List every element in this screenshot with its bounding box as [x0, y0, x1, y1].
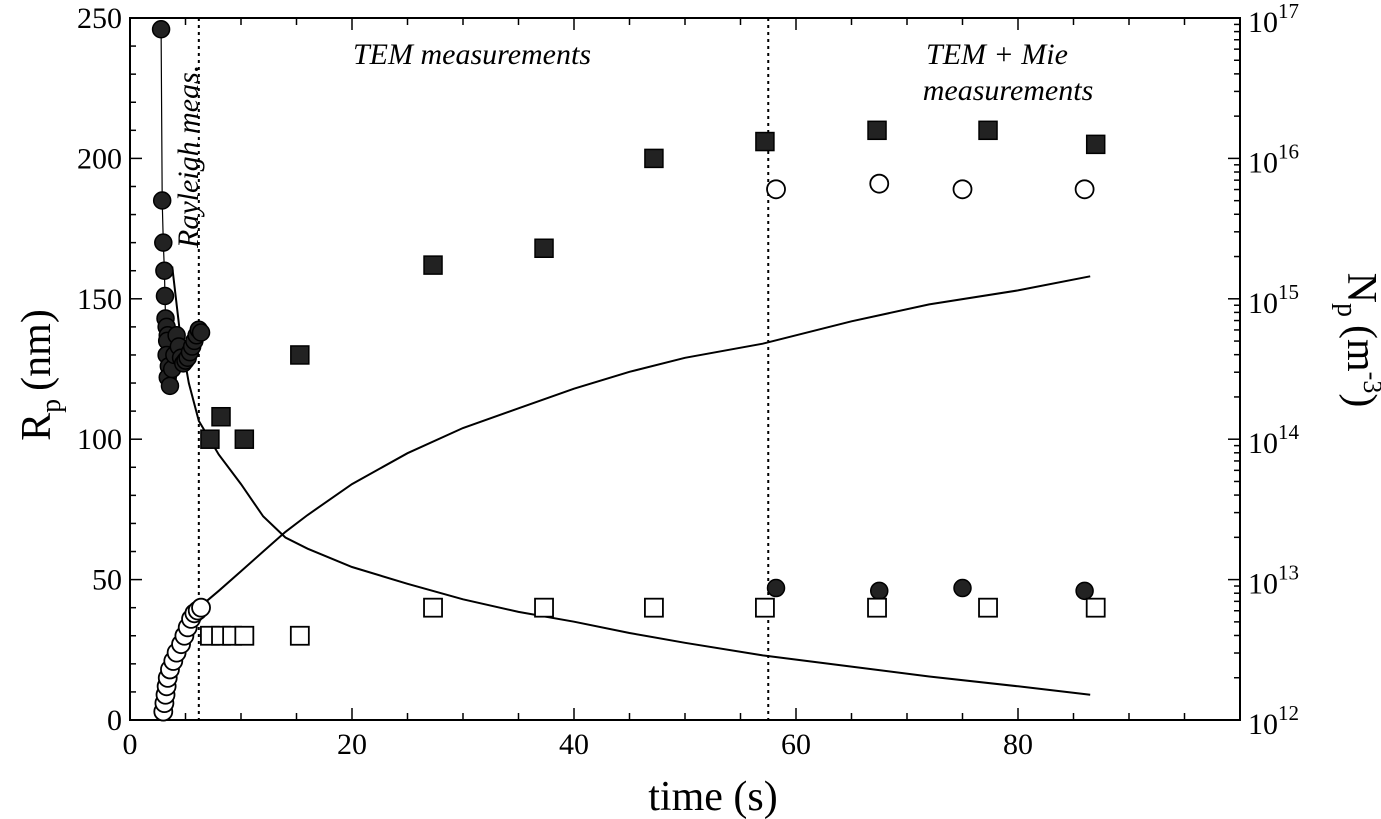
- x-tick-label: 40: [559, 728, 589, 761]
- vertical-divider-lines: [197, 18, 770, 720]
- open-circle-point: [1074, 179, 1095, 200]
- filled-square-point: [534, 238, 554, 259]
- y-right-tick-label: 1013: [1248, 561, 1299, 601]
- y-axis-right-label: Np (m-3): [1331, 273, 1381, 408]
- filled-square-point: [290, 345, 310, 365]
- plot-border: [129, 17, 1241, 721]
- filled-circle-point: [151, 19, 171, 39]
- filled-circle-point: [191, 323, 211, 342]
- filled-circle-point: [160, 376, 180, 396]
- filled-circle-point: [766, 578, 786, 598]
- open-square-point: [644, 597, 664, 618]
- open-square-point: [978, 597, 998, 618]
- y-right-tick-label: 1012: [1248, 701, 1299, 741]
- x-axis-label: time (s): [648, 774, 777, 819]
- y-right-tick-exp: 13: [1278, 561, 1299, 585]
- filled-circle-point: [155, 261, 174, 280]
- filled-circle-point: [870, 581, 889, 601]
- filled-square-point: [1085, 134, 1106, 155]
- annotation-tem: TEM measurements: [353, 38, 591, 71]
- y-right-label-sub: p: [1331, 303, 1362, 317]
- annotation-tem-mie-line2: measurements: [923, 74, 1094, 107]
- data-markers: [151, 19, 1106, 722]
- svg-text:Np(m-3): Np (m-3): [1331, 273, 1381, 408]
- number-density-curve: [171, 266, 1091, 696]
- open-square-point: [289, 625, 310, 646]
- filled-circle-point: [155, 286, 175, 306]
- y-right-tick-base: 10: [1248, 6, 1278, 39]
- y-right-label-unit-exp: -3: [1358, 372, 1381, 394]
- y-right-tick-exp: 16: [1278, 139, 1299, 163]
- filled-square-point: [755, 131, 775, 152]
- y-right-label-unit-open: (m: [1338, 325, 1381, 372]
- y-right-tick-base: 10: [1248, 568, 1278, 601]
- y-right-label-main: N: [1338, 273, 1381, 303]
- open-circle-point: [191, 597, 211, 618]
- open-square-point: [867, 597, 887, 618]
- annotation-tem-mie-line1: TEM + Mie: [926, 38, 1068, 71]
- x-tick-label: 60: [781, 728, 811, 761]
- y-right-tick-exp: 12: [1278, 701, 1299, 725]
- y-right-tick-base: 10: [1248, 287, 1278, 320]
- y-left-label-unit: (nm): [14, 309, 60, 391]
- filled-circle-point: [1075, 581, 1094, 601]
- x-tick-label: 20: [337, 728, 367, 761]
- open-circle-point: [766, 179, 786, 200]
- open-square-point: [1085, 597, 1106, 618]
- annotation-rayleigh: Rayleigh meas.: [172, 65, 205, 249]
- open-circle-point: [869, 173, 890, 194]
- y-right-tick-exp: 17: [1278, 0, 1299, 23]
- filled-circle-point: [152, 191, 172, 210]
- filled-square-point: [978, 120, 998, 141]
- filled-square-point: [644, 148, 664, 169]
- y-left-tick-label: 150: [77, 283, 122, 316]
- y-right-tick-exp: 15: [1278, 280, 1299, 304]
- y-right-tick-base: 10: [1248, 708, 1278, 741]
- y-right-tick-label: 1017: [1248, 0, 1299, 39]
- y-left-label-main: R: [14, 413, 60, 441]
- y-left-tick-label: 100: [77, 423, 122, 456]
- open-square-point: [755, 597, 775, 618]
- filled-circle-point: [154, 233, 173, 252]
- y-right-tick-base: 10: [1248, 427, 1278, 460]
- filled-square-point: [234, 429, 255, 449]
- y-left-tick-label: 0: [107, 704, 122, 737]
- filled-square-point: [423, 255, 443, 275]
- filled-square-point: [867, 120, 887, 141]
- y-left-tick-label: 50: [92, 564, 122, 597]
- y-right-tick-exp: 14: [1278, 420, 1300, 444]
- svg-text:Rp(nm): Rp (nm): [14, 309, 67, 441]
- y-right-tick-label: 1016: [1248, 139, 1299, 179]
- open-square-point: [534, 597, 554, 618]
- y-left-tick-label: 250: [77, 2, 122, 35]
- x-tick-label: 0: [123, 728, 138, 761]
- y-right-label-unit-close: ): [1338, 393, 1381, 407]
- open-square-point: [234, 625, 255, 646]
- y-axis-left-label: Rp (nm): [14, 309, 67, 441]
- filled-square-point: [211, 406, 231, 427]
- y-right-tick-base: 10: [1248, 146, 1278, 179]
- x-tick-label: 80: [1003, 728, 1033, 761]
- y-right-tick-label: 1015: [1248, 280, 1299, 320]
- filled-square-point: [200, 429, 220, 449]
- filled-circle-point: [953, 578, 972, 598]
- open-square-point: [423, 597, 443, 618]
- y-left-label-sub: p: [36, 399, 67, 413]
- y-left-tick-label: 200: [77, 142, 122, 175]
- y-right-tick-label: 1014: [1248, 420, 1300, 460]
- radius-model-curve: [198, 275, 1091, 609]
- plot-frame: [129, 17, 1241, 721]
- axis-ticks: 0 20 40 60 800501001502002501012101310141015…: [77, 0, 1300, 761]
- open-circle-point: [952, 179, 973, 200]
